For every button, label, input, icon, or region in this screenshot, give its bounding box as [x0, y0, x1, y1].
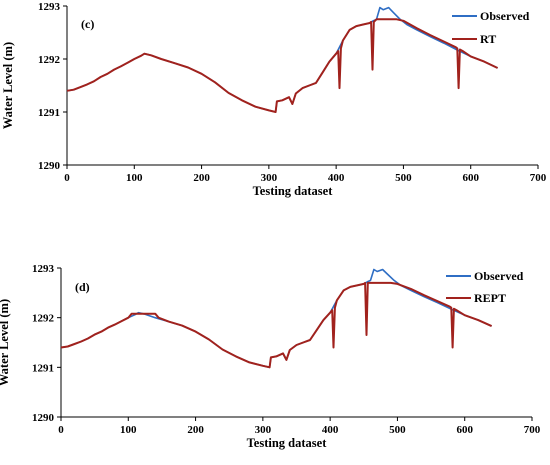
x-tick-label: 300 — [255, 424, 272, 436]
x-tick-label: 0 — [58, 424, 64, 436]
y-tick-label: 1291 — [32, 362, 54, 374]
x-tick-label: 500 — [389, 424, 406, 436]
x-tick-label: 500 — [395, 172, 412, 184]
chart-panel-c: 0 100 200 300 400 500 600 700 1290 1291 1292 1293 Te… — [1, 1, 547, 198]
x-tick-label: 200 — [187, 424, 204, 436]
x-axis-label: Testing dataset — [253, 184, 334, 198]
chart-panel-d: 0 100 200 300 400 500 600 700 1290 1291 1292 1293 Te… — [0, 263, 541, 450]
y-tick-label: 1293 — [32, 263, 55, 275]
y-tick-label: 1291 — [38, 107, 60, 119]
x-tick-label: 400 — [328, 172, 345, 184]
x-tick-label: 700 — [524, 424, 541, 436]
x-tick-label: 600 — [456, 424, 473, 436]
legend-label-rept: REPT — [474, 291, 506, 305]
legend-label-rt: RT — [480, 32, 496, 46]
x-tick-label: 200 — [193, 172, 210, 184]
x-tick-label: 100 — [120, 424, 137, 436]
panel-label: (d) — [75, 280, 90, 294]
y-tick-label: 1290 — [32, 412, 55, 424]
series-line-rt — [66, 18, 499, 113]
x-tick-label: 0 — [64, 172, 70, 184]
panel-label: (c) — [81, 17, 94, 31]
legend: Observed RT — [452, 9, 530, 46]
y-tick-label: 1290 — [38, 160, 61, 172]
x-tick-label: 300 — [261, 172, 278, 184]
legend: Observed REPT — [446, 269, 524, 305]
y-tick-label: 1292 — [32, 313, 55, 325]
x-tick-label: 400 — [322, 424, 339, 436]
x-tick-label: 600 — [462, 172, 479, 184]
legend-label-observed: Observed — [474, 269, 524, 283]
legend-label-observed: Observed — [480, 9, 530, 23]
y-axis-label: Water Level (m) — [1, 42, 15, 129]
y-axis-label: Water Level (m) — [0, 299, 11, 386]
x-tick-label: 100 — [126, 172, 143, 184]
x-tick-label: 700 — [530, 172, 547, 184]
y-tick-label: 1293 — [38, 1, 61, 13]
series-line-rept — [60, 281, 493, 369]
x-axis-label: Testing dataset — [247, 436, 328, 450]
y-tick-label: 1292 — [38, 54, 61, 66]
